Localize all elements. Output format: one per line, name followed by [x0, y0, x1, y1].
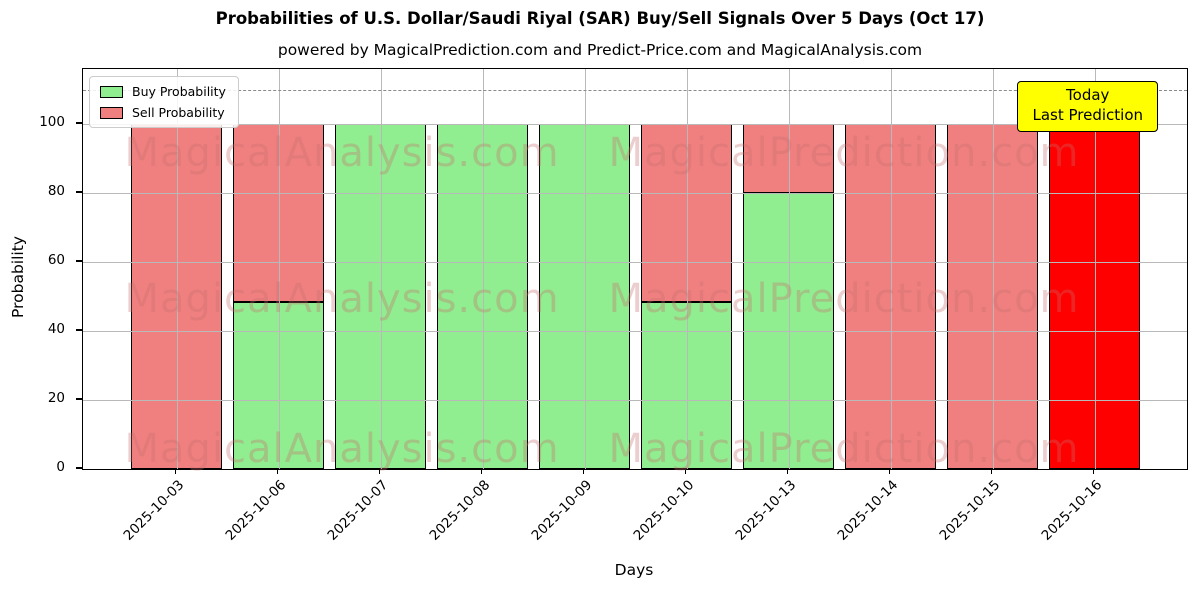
annotation-line-2: Last Prediction — [1032, 106, 1143, 125]
gridline-vertical — [380, 69, 382, 469]
gridline-horizontal — [83, 124, 1187, 126]
gridline-vertical — [686, 69, 688, 469]
gridline-vertical — [278, 69, 280, 469]
gridline-vertical — [584, 69, 586, 469]
x-axis-tick — [684, 468, 687, 474]
watermark-analysis: MagicalAnalysis.com — [124, 426, 560, 472]
annotation-line-1: Today — [1066, 86, 1110, 104]
y-axis-tick — [76, 122, 82, 124]
watermark-prediction: MagicalPrediction.com — [608, 276, 1080, 322]
buy-swatch-icon — [100, 85, 123, 98]
today-annotation: Today Last Prediction — [1017, 81, 1158, 132]
gridline-vertical — [176, 69, 178, 469]
x-axis-tick — [582, 468, 585, 474]
legend-label-sell: Sell Probability — [132, 105, 225, 120]
x-axis-label: Days — [614, 561, 654, 579]
legend-item-sell: Sell Probability — [100, 105, 226, 120]
y-tick-label: 20 — [47, 390, 65, 407]
watermark-prediction: MagicalPrediction.com — [608, 426, 1080, 472]
y-tick-label: 60 — [47, 252, 65, 269]
gridline-horizontal — [83, 262, 1187, 264]
watermark-analysis: MagicalAnalysis.com — [124, 130, 560, 176]
x-axis-tick — [276, 468, 279, 474]
gridline-horizontal — [83, 193, 1187, 195]
x-axis-tick — [174, 468, 177, 474]
y-axis-tick — [76, 191, 82, 193]
gridline-horizontal — [83, 331, 1187, 333]
threshold-dashed-line — [83, 89, 1187, 91]
y-tick-label: 80 — [47, 183, 65, 200]
y-tick-label: 0 — [56, 459, 65, 475]
x-axis-tick — [1092, 468, 1095, 474]
y-axis-tick — [76, 260, 82, 262]
y-axis-tick — [76, 467, 82, 469]
legend: Buy Probability Sell Probability — [89, 76, 239, 128]
watermark-prediction: MagicalPrediction.com — [608, 130, 1080, 176]
legend-item-buy: Buy Probability — [100, 84, 226, 99]
gridline-vertical — [482, 69, 484, 469]
sell-swatch-icon — [100, 106, 123, 119]
x-axis-tick — [990, 468, 993, 474]
chart-title: Probabilities of U.S. Dollar/Saudi Riyal… — [215, 9, 985, 28]
x-axis-tick — [888, 468, 891, 474]
gridline-vertical — [890, 69, 892, 469]
x-axis-tick — [786, 468, 789, 474]
chart-subtitle: powered by MagicalPrediction.com and Pre… — [277, 41, 923, 59]
y-tick-label: 40 — [47, 321, 65, 338]
gridline-vertical — [1094, 69, 1096, 469]
watermark-analysis: MagicalAnalysis.com — [124, 276, 560, 322]
x-axis-tick — [378, 468, 381, 474]
y-tick-label: 100 — [39, 114, 65, 131]
gridline-horizontal — [83, 400, 1187, 402]
plot-area: Buy Probability Sell Probability Today L… — [82, 68, 1188, 472]
gridline-vertical — [992, 69, 994, 469]
y-axis-tick — [76, 398, 82, 400]
x-axis-tick — [480, 468, 483, 474]
gridline-vertical — [788, 69, 790, 469]
legend-label-buy: Buy Probability — [132, 84, 226, 99]
y-axis-tick — [76, 329, 82, 331]
